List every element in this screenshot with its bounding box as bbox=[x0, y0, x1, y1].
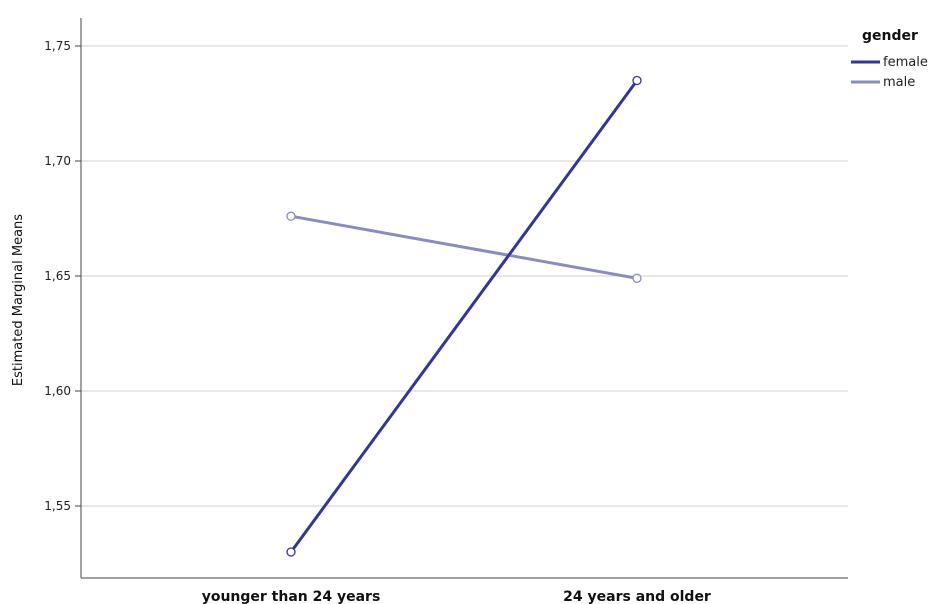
legend-label-male: male bbox=[883, 75, 915, 90]
data-point-female bbox=[286, 547, 296, 557]
y-tick-label: 1,65 bbox=[44, 269, 71, 283]
series-layer bbox=[286, 75, 642, 557]
y-tick-labels: 1,55 1,60 1,65 1,70 1,75 bbox=[44, 39, 81, 513]
legend-label-female: female bbox=[883, 55, 928, 70]
legend-title: gender bbox=[862, 28, 918, 44]
y-tick-label: 1,60 bbox=[44, 384, 71, 398]
x-category-label: 24 years and older bbox=[563, 589, 711, 604]
y-tick-label: 1,55 bbox=[44, 499, 71, 513]
y-tick-label: 1,70 bbox=[44, 154, 71, 168]
x-category-label: younger than 24 years bbox=[202, 589, 381, 604]
y-axis-label: Estimated Marginal Means bbox=[11, 214, 26, 386]
legend: gender female male bbox=[851, 28, 928, 90]
data-point-male bbox=[286, 211, 296, 221]
series-line-female bbox=[289, 79, 639, 554]
data-point-female bbox=[632, 75, 642, 86]
y-tick-label: 1,75 bbox=[44, 39, 71, 53]
data-point-male bbox=[632, 273, 642, 283]
gridlines bbox=[81, 45, 848, 507]
series-line-male bbox=[289, 214, 639, 280]
x-category-labels: younger than 24 years 24 years and older bbox=[202, 589, 711, 604]
